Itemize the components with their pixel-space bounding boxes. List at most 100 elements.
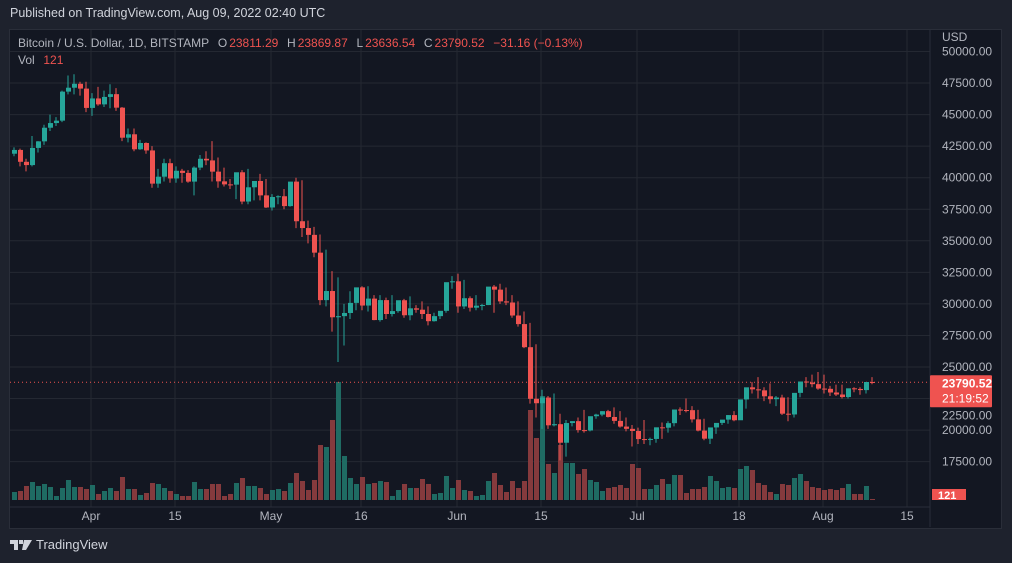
candle[interactable] bbox=[426, 306, 431, 326]
candle[interactable] bbox=[258, 173, 263, 201]
candle[interactable] bbox=[858, 387, 863, 395]
candle[interactable] bbox=[768, 383, 773, 404]
candle[interactable] bbox=[276, 195, 281, 205]
candle[interactable] bbox=[162, 158, 167, 182]
candle[interactable] bbox=[636, 427, 641, 444]
candle[interactable] bbox=[582, 409, 587, 433]
candle[interactable] bbox=[198, 154, 203, 171]
candle[interactable] bbox=[312, 226, 317, 258]
candle[interactable] bbox=[480, 303, 485, 311]
candle[interactable] bbox=[408, 296, 413, 321]
candle[interactable] bbox=[372, 295, 377, 321]
candle[interactable] bbox=[726, 414, 731, 424]
candle[interactable] bbox=[756, 377, 761, 399]
candle[interactable] bbox=[816, 372, 821, 390]
candle[interactable] bbox=[738, 399, 743, 421]
candle[interactable] bbox=[600, 411, 605, 417]
candle[interactable] bbox=[540, 389, 545, 429]
candle[interactable] bbox=[234, 172, 239, 200]
candle[interactable] bbox=[630, 425, 635, 447]
candle[interactable] bbox=[510, 295, 515, 318]
candle[interactable] bbox=[432, 312, 437, 322]
candle[interactable] bbox=[78, 81, 83, 96]
candle[interactable] bbox=[786, 397, 791, 422]
candle[interactable] bbox=[402, 298, 407, 318]
candle[interactable] bbox=[90, 93, 95, 116]
candle[interactable] bbox=[204, 151, 209, 166]
candle[interactable] bbox=[354, 287, 359, 311]
candle[interactable] bbox=[300, 180, 305, 238]
candle[interactable] bbox=[264, 178, 269, 208]
candle[interactable] bbox=[606, 409, 611, 418]
candle[interactable] bbox=[438, 310, 443, 320]
candle[interactable] bbox=[852, 387, 857, 393]
candle[interactable] bbox=[666, 421, 671, 433]
candle[interactable] bbox=[324, 249, 329, 307]
candle[interactable] bbox=[60, 90, 65, 123]
candle[interactable] bbox=[534, 344, 539, 418]
candle[interactable] bbox=[696, 409, 701, 432]
candle[interactable] bbox=[720, 419, 725, 426]
candle[interactable] bbox=[492, 284, 497, 313]
candle[interactable] bbox=[216, 157, 221, 188]
candle[interactable] bbox=[810, 374, 815, 388]
candle[interactable] bbox=[228, 178, 233, 190]
candle[interactable] bbox=[252, 180, 257, 201]
candle[interactable] bbox=[576, 417, 581, 433]
tradingview-logo[interactable]: TradingView bbox=[10, 537, 108, 552]
candle[interactable] bbox=[330, 271, 335, 332]
candle[interactable] bbox=[552, 393, 557, 427]
candle[interactable] bbox=[210, 141, 215, 182]
candle[interactable] bbox=[336, 277, 341, 362]
candle[interactable] bbox=[132, 128, 137, 152]
candle[interactable] bbox=[486, 286, 491, 306]
candle[interactable] bbox=[522, 311, 527, 349]
candle[interactable] bbox=[648, 437, 653, 446]
candle[interactable] bbox=[570, 421, 575, 427]
candle[interactable] bbox=[780, 394, 785, 415]
candle[interactable] bbox=[378, 295, 383, 322]
candle[interactable] bbox=[504, 287, 509, 306]
candle[interactable] bbox=[594, 413, 599, 419]
candle[interactable] bbox=[762, 387, 767, 402]
candle[interactable] bbox=[186, 170, 191, 183]
candle[interactable] bbox=[144, 142, 149, 154]
volume-label[interactable]: Vol bbox=[18, 53, 35, 67]
candle[interactable] bbox=[42, 124, 47, 145]
candle[interactable] bbox=[870, 377, 875, 385]
candle[interactable] bbox=[834, 384, 839, 397]
candle[interactable] bbox=[840, 384, 845, 399]
candle[interactable] bbox=[120, 107, 125, 142]
candle[interactable] bbox=[360, 286, 365, 311]
candle[interactable] bbox=[678, 407, 683, 415]
candle[interactable] bbox=[18, 148, 23, 167]
candle[interactable] bbox=[168, 158, 173, 183]
candle[interactable] bbox=[108, 84, 113, 109]
candle[interactable] bbox=[156, 168, 161, 188]
candle[interactable] bbox=[174, 166, 179, 183]
candle[interactable] bbox=[792, 392, 797, 418]
candle[interactable] bbox=[450, 276, 455, 289]
candle[interactable] bbox=[846, 388, 851, 399]
candle[interactable] bbox=[708, 427, 713, 444]
candle[interactable] bbox=[558, 413, 563, 461]
candle[interactable] bbox=[72, 74, 77, 95]
candle[interactable] bbox=[804, 377, 809, 388]
candle[interactable] bbox=[222, 167, 227, 187]
candle[interactable] bbox=[12, 147, 17, 157]
candle[interactable] bbox=[294, 177, 299, 229]
candle[interactable] bbox=[528, 322, 533, 404]
candle[interactable] bbox=[546, 396, 551, 429]
candle[interactable] bbox=[642, 420, 647, 444]
candle[interactable] bbox=[564, 420, 569, 457]
candle[interactable] bbox=[456, 273, 461, 313]
candle[interactable] bbox=[30, 136, 35, 167]
candle[interactable] bbox=[516, 301, 521, 327]
candle[interactable] bbox=[54, 117, 59, 126]
candle[interactable] bbox=[618, 411, 623, 428]
candle[interactable] bbox=[366, 286, 371, 312]
candle[interactable] bbox=[702, 418, 707, 441]
candle[interactable] bbox=[96, 86, 101, 106]
candle[interactable] bbox=[744, 387, 749, 409]
